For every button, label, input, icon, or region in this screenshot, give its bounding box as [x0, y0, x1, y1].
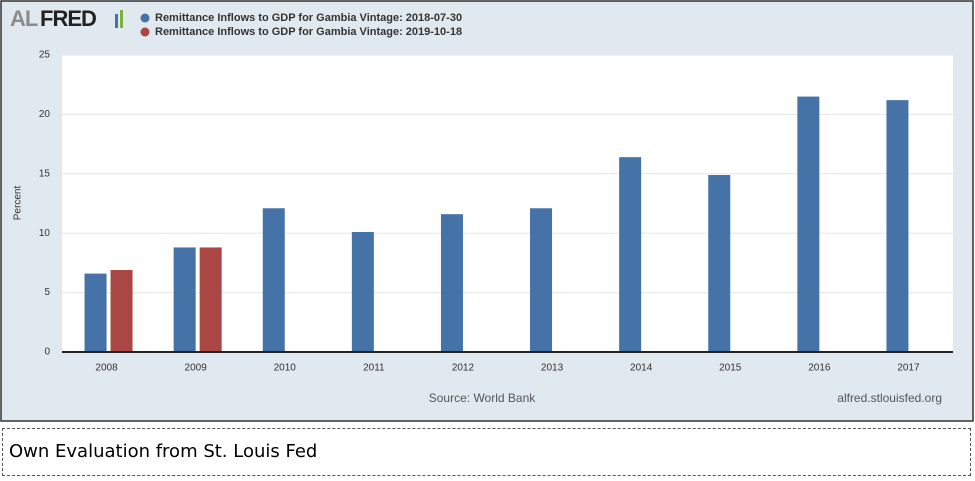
source: Source: World Bank: [429, 391, 536, 405]
logo-main: FRED: [40, 6, 96, 31]
x-tick-label: 2014: [630, 363, 653, 374]
bar: [619, 157, 642, 352]
y-tick-label: 5: [44, 287, 50, 298]
bar: [199, 247, 222, 352]
site: alfred.stlouisfed.org: [837, 391, 942, 405]
chart: AL FRED Percent Source: World Bank alfre…: [0, 0, 974, 422]
bar: [110, 270, 133, 352]
bar: [530, 208, 553, 352]
legend-label: Remittance Inflows to GDP for Gambia Vin…: [155, 12, 462, 24]
caption: Own Evaluation from St. Louis Fed: [2, 428, 971, 476]
x-tick-label: 2010: [274, 363, 297, 374]
bar: [351, 232, 374, 352]
x-tick-label: 2016: [808, 363, 831, 374]
bar: [797, 96, 820, 352]
y-tick-label: 10: [39, 228, 51, 239]
bar: [708, 174, 731, 352]
y-tick-label: 20: [39, 109, 51, 120]
x-tick-label: 2009: [185, 363, 208, 374]
x-tick-label: 2008: [95, 363, 118, 374]
y-tick-label: 25: [39, 50, 51, 61]
x-tick-label: 2017: [897, 363, 920, 374]
bar: [440, 214, 463, 352]
bar: [262, 208, 285, 352]
y-axis-label: Percent: [13, 186, 24, 221]
logo-icon: [115, 14, 118, 28]
bar: [886, 100, 909, 352]
legend-label: Remittance Inflows to GDP for Gambia Vin…: [155, 26, 462, 38]
legend-marker: [140, 27, 150, 37]
x-tick-label: 2015: [719, 363, 742, 374]
logo-icon: [120, 10, 123, 28]
legend-marker: [140, 13, 150, 23]
x-tick-label: 2013: [541, 363, 564, 374]
y-tick-label: 15: [39, 168, 51, 179]
logo-prefix: AL: [10, 6, 38, 31]
bar: [173, 247, 196, 352]
x-tick-label: 2012: [452, 363, 475, 374]
y-tick-label: 0: [44, 347, 50, 358]
bar: [84, 273, 107, 352]
x-tick-label: 2011: [363, 363, 385, 374]
